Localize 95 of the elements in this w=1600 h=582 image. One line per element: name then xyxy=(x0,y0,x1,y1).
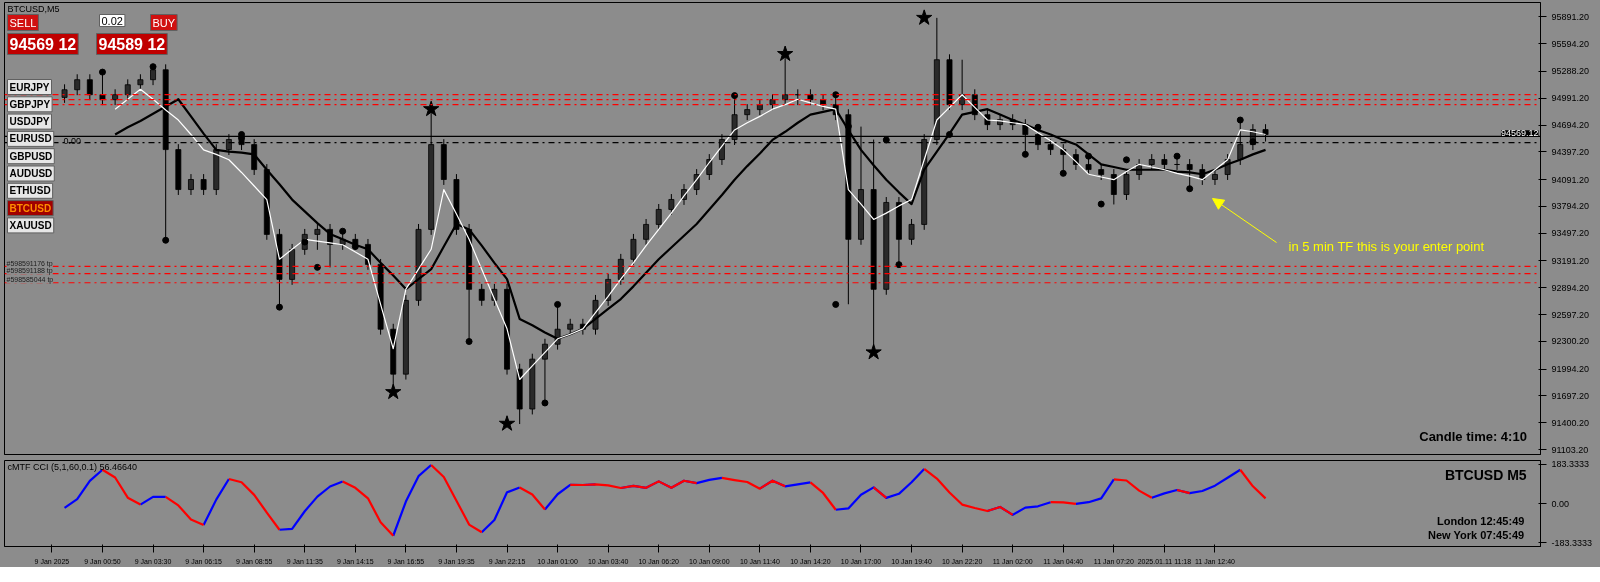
y-tick-label: -183.3333 xyxy=(1551,537,1593,548)
candlestick xyxy=(86,73,93,101)
annotation: GBPUSD xyxy=(9,150,53,162)
y-tick-label: 94694.20 xyxy=(1551,120,1590,131)
point xyxy=(98,68,106,76)
candlestick xyxy=(1110,168,1117,205)
annotation: BTCUSD xyxy=(9,202,52,214)
candlestick xyxy=(605,273,612,307)
point xyxy=(1186,185,1194,193)
point xyxy=(865,343,882,360)
annotation: 94589 12 xyxy=(98,35,166,53)
annotation: BUY xyxy=(152,16,176,29)
point xyxy=(162,236,170,244)
point xyxy=(554,300,562,308)
annotation: London 12:45:49 xyxy=(1436,514,1525,527)
candlestick xyxy=(74,73,81,96)
point xyxy=(149,63,157,71)
candlestick xyxy=(200,173,207,196)
annotation: New York 07:45:49 xyxy=(1427,528,1525,541)
chart-title: cMTF CCI (5,1,60,0.1) 56.46640 xyxy=(7,461,138,472)
annotation: BTCUSD M5 xyxy=(1444,466,1527,483)
point xyxy=(1173,152,1181,160)
point xyxy=(423,100,440,117)
candlestick xyxy=(124,78,131,101)
point xyxy=(916,9,933,25)
point xyxy=(498,415,516,431)
candlestick xyxy=(908,218,915,246)
annotation: EURJPY xyxy=(9,81,50,93)
point xyxy=(301,238,309,246)
point xyxy=(832,300,840,308)
text: SELL xyxy=(9,16,37,29)
annotation: EURUSD xyxy=(9,133,52,145)
point xyxy=(895,261,903,269)
point xyxy=(832,91,840,99)
y-tick-label: 95594.20 xyxy=(1551,38,1590,49)
point xyxy=(351,243,359,251)
ref-line-label: 94569.12 xyxy=(1500,128,1539,139)
annotation: USDJPY xyxy=(9,116,50,128)
point xyxy=(1097,200,1105,208)
y-tick-label: 91994.20 xyxy=(1551,364,1590,375)
candlestick xyxy=(630,233,637,266)
y-tick-label: 94397.20 xyxy=(1551,146,1590,157)
point xyxy=(1085,152,1093,160)
y-tick-label: 94091.20 xyxy=(1551,174,1590,185)
annotation: GBPJPY xyxy=(9,98,51,110)
candlestick xyxy=(643,218,650,246)
candlestick xyxy=(314,223,321,251)
point xyxy=(465,338,473,345)
y-tick-label: 92894.20 xyxy=(1551,282,1590,293)
y-tick-label: 91400.20 xyxy=(1551,417,1590,428)
annotation: XAUUSD xyxy=(9,219,52,231)
y-tick-label: 95891.20 xyxy=(1551,11,1590,22)
candlestick xyxy=(655,203,662,231)
point xyxy=(385,383,402,400)
point xyxy=(541,399,549,407)
candlestick xyxy=(1212,168,1218,186)
candlestick xyxy=(478,283,485,307)
candlestick xyxy=(112,88,119,106)
point xyxy=(945,130,953,138)
point xyxy=(1059,169,1067,177)
chart-title: BTCUSD,M5 xyxy=(7,3,60,14)
point xyxy=(1034,123,1042,131)
point xyxy=(731,92,739,100)
point xyxy=(1021,150,1029,158)
candlestick xyxy=(756,98,763,116)
line-series xyxy=(114,88,1267,381)
point xyxy=(882,136,890,144)
annotation: 0.00 xyxy=(63,135,82,146)
point xyxy=(313,263,321,271)
y-tick-label: 91103.20 xyxy=(1551,444,1589,455)
annotation: Candle time: 4:10 xyxy=(1419,428,1527,444)
point xyxy=(1122,156,1130,164)
y-tick-label: 93497.20 xyxy=(1551,228,1590,239)
y-tick-label: 92300.20 xyxy=(1551,336,1590,347)
point xyxy=(339,227,347,235)
point xyxy=(1249,138,1257,146)
y-tick-label: 94991.20 xyxy=(1551,93,1590,104)
point xyxy=(777,45,794,61)
y-tick-label: 183.3333 xyxy=(1551,459,1590,470)
candlestick xyxy=(617,253,624,286)
point xyxy=(275,303,283,311)
annotation: in 5 min TF this is your enter point xyxy=(1288,238,1485,254)
y-tick-label: 0.00 xyxy=(1551,498,1570,509)
y-tick-label: 93794.20 xyxy=(1551,201,1590,212)
annotation: ETHUSD xyxy=(9,185,51,197)
annotation: 94569 12 xyxy=(9,35,77,53)
y-tick-label: 91697.20 xyxy=(1551,390,1590,401)
annotation: 0.02 xyxy=(101,14,123,27)
y-tick-label: 92597.20 xyxy=(1551,309,1590,320)
candlestick xyxy=(188,173,194,196)
y-tick-label: 93191.20 xyxy=(1551,255,1590,266)
point xyxy=(1236,116,1244,124)
candlestick xyxy=(668,193,675,216)
annotation: AUDUSD xyxy=(9,168,53,179)
y-tick-label: 95288.20 xyxy=(1551,66,1590,77)
